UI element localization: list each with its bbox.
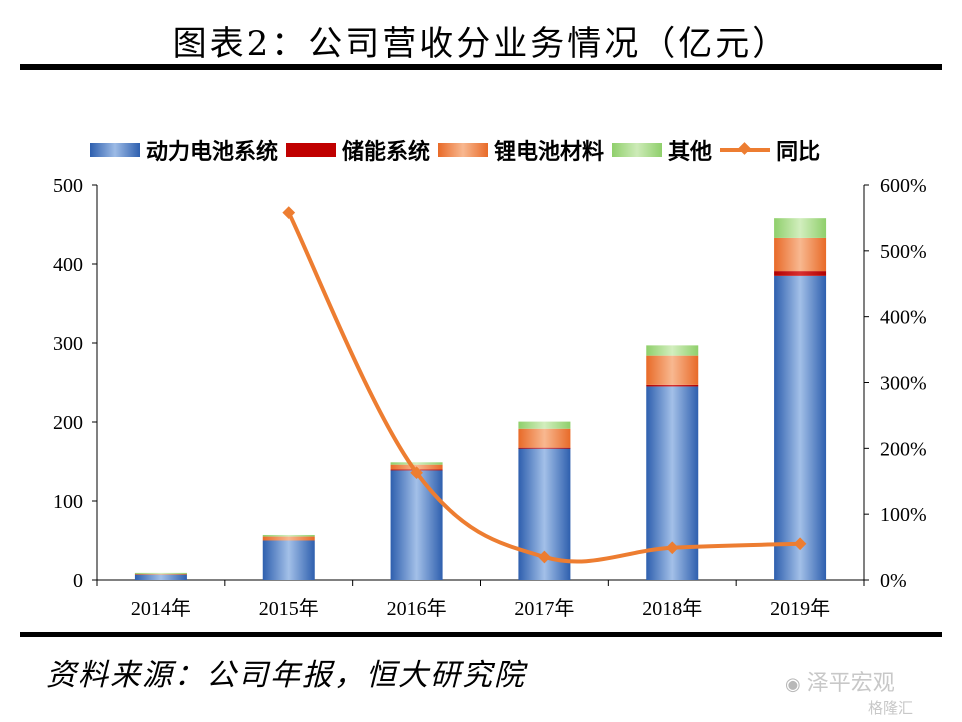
watermark-brand: 泽平宏观 <box>806 671 895 696</box>
bottom-rule <box>20 632 942 637</box>
watermark-logo: 格隆汇 <box>868 699 914 717</box>
legend-swatch-power-battery <box>90 143 140 157</box>
yoy-line <box>286 211 801 564</box>
y-right-tick-label: 400% <box>880 307 927 329</box>
legend-item-power-battery: 动力电池系统 <box>90 134 278 166</box>
bars <box>134 218 827 580</box>
bar-other <box>390 462 443 465</box>
yoy-point <box>282 206 296 220</box>
legend-label-power-battery: 动力电池系统 <box>146 140 279 165</box>
legend-item-lithium-materials: 锂电池材料 <box>438 134 604 166</box>
bar-other <box>134 572 187 574</box>
legend-item-other: 其他 <box>612 134 712 166</box>
bar-lithium-materials <box>262 536 315 541</box>
y-right-tick-label: 300% <box>880 373 927 395</box>
x-tick-label: 2015年 <box>259 597 319 620</box>
legend-label-lithium-materials: 锂电池材料 <box>494 140 605 165</box>
x-tick-label: 2014年 <box>131 597 191 620</box>
bar-lithium-materials <box>646 355 699 385</box>
legend-item-yoy: 同比 <box>720 134 820 166</box>
x-tick-label: 2019年 <box>770 597 830 620</box>
y-right-tick-label: 500% <box>880 241 927 263</box>
top-rule <box>20 64 942 70</box>
y-left-tick-label: 0 <box>73 570 83 592</box>
bar-lithium-materials <box>518 428 571 448</box>
bar-other <box>774 218 827 238</box>
y-right-tick-label: 200% <box>880 438 927 460</box>
y-left-tick-label: 100 <box>53 491 83 513</box>
y-right-tick-label: 100% <box>880 504 927 526</box>
y-left-tick-label: 200 <box>53 412 83 434</box>
legend-item-storage: 储能系统 <box>286 134 430 166</box>
wechat-icon: ◉ <box>785 674 801 695</box>
y-left-tick-label: 300 <box>53 333 83 355</box>
legend-swatch-other <box>612 143 663 157</box>
bar-other <box>262 534 315 537</box>
y-left-tick-label: 400 <box>53 254 83 276</box>
legend-label-yoy: 同比 <box>776 140 821 165</box>
bar-lithium-materials <box>774 237 827 272</box>
bar-storage <box>518 447 571 449</box>
yoy-point <box>410 466 423 480</box>
x-tick-label: 2016年 <box>387 597 447 620</box>
bar-power-battery <box>262 540 315 580</box>
legend: 动力电池系统 储能系统 锂电池材料 其他 同比 <box>90 134 828 166</box>
watermark: ◉ 泽平宏观 <box>785 665 895 697</box>
legend-label-storage: 储能系统 <box>342 140 431 165</box>
bar-power-battery <box>390 470 443 580</box>
chart-title: 图表2：公司营收分业务情况（亿元） <box>172 24 790 64</box>
axes: 0 100 200 300 400 500 0% 100% 200% 300% 400% 500% 60… <box>53 175 927 620</box>
bar-power-battery <box>134 574 187 580</box>
legend-label-other: 其他 <box>668 140 713 165</box>
x-tick-label: 2017年 <box>514 597 574 620</box>
source-note: 资料来源：公司年报，恒大研究院 <box>46 658 526 693</box>
bar-lithium-materials <box>134 573 187 575</box>
y-right-tick-label: 0% <box>880 570 907 592</box>
legend-swatch-lithium-materials <box>438 143 489 157</box>
bar-storage <box>646 384 699 387</box>
bar-power-battery <box>774 275 827 580</box>
bar-other <box>646 345 699 356</box>
y-left-tick-label: 500 <box>53 175 83 197</box>
bar-storage <box>774 271 827 276</box>
legend-swatch-yoy <box>720 148 771 152</box>
y-right-tick-label: 600% <box>880 175 927 197</box>
x-tick-label: 2018年 <box>642 597 702 620</box>
legend-swatch-storage <box>286 143 337 157</box>
bar-other <box>518 421 571 429</box>
